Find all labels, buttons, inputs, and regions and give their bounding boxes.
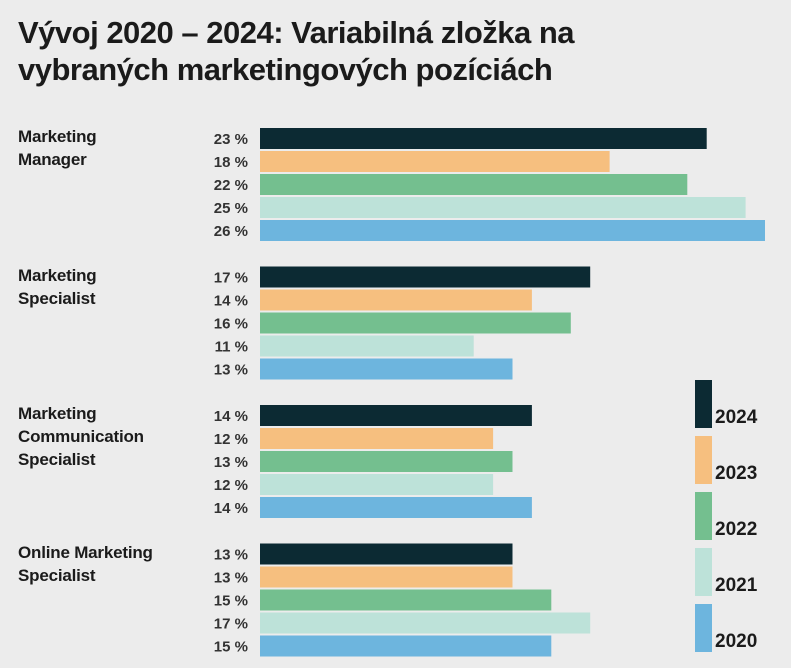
category-label-line: Specialist (18, 565, 96, 585)
legend-swatch-2020 (695, 604, 712, 652)
category-label-line: Communication (18, 427, 144, 446)
bar-2023-online-marketing-specialist (260, 566, 513, 588)
legend-swatch-2024 (695, 380, 712, 428)
category-label-line: Specialist (18, 450, 96, 469)
data-label: 13 % (214, 454, 248, 471)
bar-2022-marketing-manager (260, 174, 688, 195)
data-label: 14 % (214, 500, 248, 517)
legend: 2024 2023 2022 2021 2020 (695, 380, 758, 652)
data-label: 18 % (214, 154, 248, 171)
bar-2022-marketing-communication-specialist (260, 451, 513, 472)
bar-group-marketing-specialist: 17 % 14 % 16 % 11 % 13 % (214, 266, 591, 380)
bar-2023-marketing-specialist (260, 289, 532, 311)
bar-2021-online-marketing-specialist (260, 612, 591, 634)
bar-2024-online-marketing-specialist (260, 543, 513, 565)
category-label-line: Marketing (18, 404, 97, 423)
bar-2020-marketing-communication-specialist (260, 497, 532, 518)
bar-2022-online-marketing-specialist (260, 589, 552, 611)
bar-2024-marketing-specialist (260, 266, 591, 288)
bar-2020-marketing-manager (260, 220, 765, 241)
legend-label-2024: 2024 (715, 407, 758, 428)
legend-swatch-2021 (695, 548, 712, 596)
bar-2024-marketing-communication-specialist (260, 405, 532, 426)
bar-2021-marketing-communication-specialist (260, 474, 494, 495)
category-label-online-marketing-specialist: Online Marketing Specialist (18, 541, 198, 587)
category-label-line: Manager (18, 150, 87, 169)
data-label: 14 % (214, 408, 248, 425)
category-label-line: Specialist (18, 288, 96, 308)
legend-label-2021: 2021 (715, 575, 758, 596)
legend-label-2020: 2020 (715, 631, 757, 652)
bar-2024-marketing-manager (260, 128, 707, 149)
bar-2020-online-marketing-specialist (260, 635, 552, 657)
data-label: 17 % (214, 270, 248, 287)
data-label: 15 % (214, 593, 248, 610)
bar-2021-marketing-manager (260, 197, 746, 218)
data-label: 15 % (214, 639, 248, 656)
data-label: 13 % (214, 362, 248, 379)
category-label-marketing-specialist: Marketing Specialist (18, 264, 198, 310)
data-label: 12 % (214, 477, 248, 494)
category-label-line: Marketing (18, 127, 97, 146)
chart-title: Vývoj 2020 – 2024: Variabilná zložka na … (18, 15, 575, 87)
category-label-marketing-manager: Marketing Manager (18, 125, 198, 171)
data-label: 25 % (214, 200, 248, 217)
data-label: 11 % (215, 339, 248, 356)
data-label: 13 % (214, 570, 248, 587)
legend-label-2023: 2023 (715, 463, 757, 484)
bar-group-online-marketing-specialist: 13 % 13 % 15 % 17 % 15 % (214, 543, 591, 657)
bar-2021-marketing-specialist (260, 335, 474, 357)
data-label: 13 % (214, 547, 248, 564)
legend-swatch-2023 (695, 436, 712, 484)
bar-2023-marketing-communication-specialist (260, 428, 494, 449)
bar-2020-marketing-specialist (260, 358, 513, 380)
bar-group-marketing-manager: 23 % 18 % 22 % 25 % 26 % (214, 128, 765, 241)
data-label: 12 % (214, 431, 248, 448)
data-label: 22 % (214, 177, 248, 194)
legend-swatch-2022 (695, 492, 712, 540)
data-label: 23 % (214, 131, 248, 148)
category-label-line: Marketing (18, 265, 97, 285)
bar-2023-marketing-manager (260, 151, 610, 172)
category-label-line: Online Marketing (18, 542, 153, 562)
bar-group-marketing-communication-specialist: 14 % 12 % 13 % 12 % 14 % (214, 405, 532, 518)
bar-2022-marketing-specialist (260, 312, 571, 334)
category-label-marketing-communication-specialist: Marketing Communication Specialist (18, 402, 198, 471)
data-label: 26 % (214, 223, 248, 240)
legend-label-2022: 2022 (715, 519, 757, 540)
data-label: 14 % (214, 293, 248, 310)
data-label: 16 % (214, 316, 248, 333)
data-label: 17 % (214, 616, 248, 633)
